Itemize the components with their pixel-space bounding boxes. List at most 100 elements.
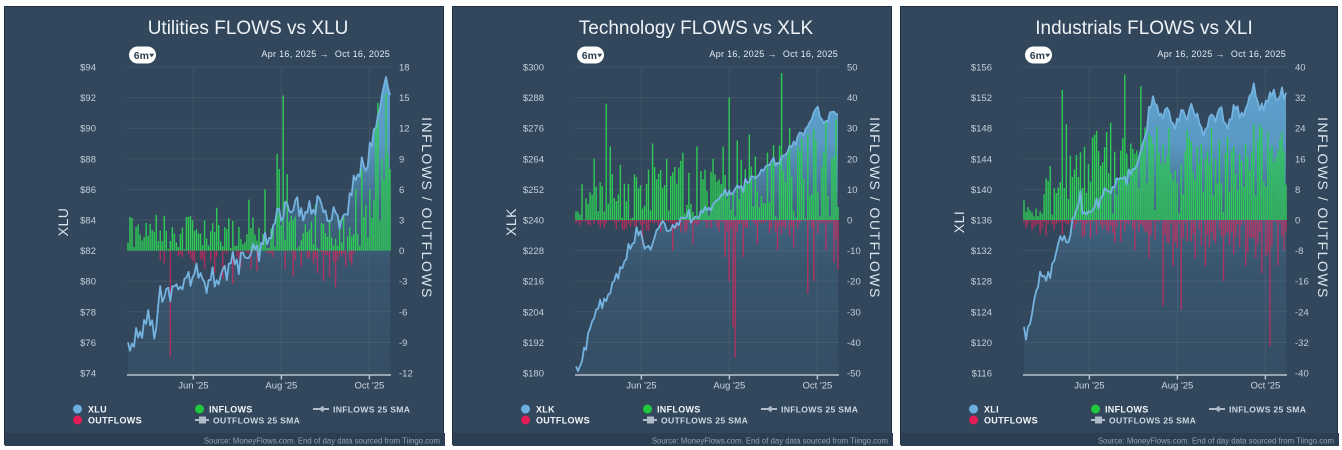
svg-text:OUTFLOWS 25 SMA: OUTFLOWS 25 SMA: [1109, 416, 1196, 426]
svg-text:$88: $88: [80, 154, 96, 165]
svg-text:$74: $74: [80, 369, 96, 380]
svg-text:$144: $144: [971, 154, 992, 165]
svg-text:$192: $192: [523, 338, 544, 349]
svg-text:$94: $94: [80, 63, 96, 74]
svg-text:XLK: XLK: [536, 405, 555, 415]
svg-text:INFLOWS: INFLOWS: [657, 405, 701, 415]
svg-text:$78: $78: [80, 307, 96, 318]
svg-text:0: 0: [1295, 216, 1300, 227]
svg-text:$128: $128: [971, 277, 992, 288]
svg-text:INFLOWS / OUTFLOWS: INFLOWS / OUTFLOWS: [1315, 117, 1331, 299]
svg-text:10: 10: [847, 185, 858, 196]
svg-text:→: →: [320, 49, 329, 59]
svg-text:18: 18: [399, 63, 410, 74]
svg-text:-16: -16: [1295, 277, 1309, 288]
svg-text:$156: $156: [971, 63, 992, 74]
svg-text:-40: -40: [1295, 369, 1309, 380]
svg-text:XLU: XLU: [88, 405, 107, 415]
svg-text:3: 3: [399, 216, 404, 227]
svg-text:XLK: XLK: [503, 208, 519, 236]
svg-text:INFLOWS 25 SMA: INFLOWS 25 SMA: [333, 405, 410, 415]
svg-text:Jun '25: Jun '25: [626, 381, 656, 392]
svg-text:$240: $240: [523, 216, 544, 227]
svg-text:INFLOWS: INFLOWS: [1105, 405, 1149, 415]
svg-text:Oct '25: Oct '25: [1250, 381, 1280, 392]
svg-text:$116: $116: [972, 369, 992, 380]
svg-text:OUTFLOWS: OUTFLOWS: [984, 416, 1038, 426]
svg-text:INFLOWS: INFLOWS: [209, 405, 253, 415]
svg-text:$288: $288: [523, 93, 544, 104]
svg-text:Aug '25: Aug '25: [1161, 381, 1193, 392]
svg-text:0: 0: [847, 216, 852, 227]
svg-text:15: 15: [399, 93, 410, 104]
svg-text:8: 8: [1295, 185, 1300, 196]
svg-text:6: 6: [399, 185, 404, 196]
svg-text:Utilities FLOWS vs XLU: Utilities FLOWS vs XLU: [148, 18, 349, 39]
svg-text:Oct 16, 2025: Oct 16, 2025: [1231, 49, 1286, 59]
svg-text:-32: -32: [1295, 338, 1309, 349]
svg-text:-24: -24: [1295, 307, 1309, 318]
svg-text:XLU: XLU: [55, 208, 71, 237]
svg-text:$84: $84: [80, 216, 96, 227]
svg-text:-6: -6: [399, 307, 407, 318]
svg-text:XLI: XLI: [951, 211, 967, 234]
svg-text:OUTFLOWS: OUTFLOWS: [536, 416, 590, 426]
svg-text:$216: $216: [523, 277, 544, 288]
svg-text:Jun '25: Jun '25: [178, 381, 208, 392]
svg-text:$120: $120: [971, 338, 992, 349]
svg-text:$152: $152: [971, 93, 992, 104]
svg-text:-12: -12: [399, 369, 413, 380]
svg-text:$124: $124: [971, 307, 992, 318]
svg-text:Aug '25: Aug '25: [713, 381, 745, 392]
svg-text:$228: $228: [523, 246, 544, 257]
svg-text:Apr 16, 2025: Apr 16, 2025: [261, 49, 316, 59]
svg-text:20: 20: [847, 154, 858, 165]
svg-text:$132: $132: [971, 246, 992, 257]
svg-text:Apr 16, 2025: Apr 16, 2025: [709, 49, 764, 59]
svg-text:6m: 6m: [1030, 50, 1045, 62]
svg-text:-9: -9: [399, 338, 407, 349]
svg-text:$136: $136: [971, 216, 992, 227]
svg-text:Aug '25: Aug '25: [265, 381, 297, 392]
svg-text:INFLOWS 25 SMA: INFLOWS 25 SMA: [781, 405, 858, 415]
svg-text:Industrials FLOWS vs XLI: Industrials FLOWS vs XLI: [1035, 18, 1253, 39]
svg-text:12: 12: [399, 124, 410, 135]
svg-text:INFLOWS 25 SMA: INFLOWS 25 SMA: [1229, 405, 1306, 415]
svg-text:Source: MoneyFlows.com. End of: Source: MoneyFlows.com. End of day data …: [652, 437, 888, 446]
svg-text:40: 40: [847, 93, 858, 104]
svg-text:16: 16: [1295, 154, 1306, 165]
svg-text:-40: -40: [847, 338, 861, 349]
svg-text:$276: $276: [523, 124, 544, 135]
svg-text:40: 40: [1295, 63, 1306, 74]
svg-text:OUTFLOWS 25 SMA: OUTFLOWS 25 SMA: [213, 416, 300, 426]
svg-text:$140: $140: [971, 185, 992, 196]
svg-text:Apr 16, 2025: Apr 16, 2025: [1157, 49, 1212, 59]
svg-text:6m: 6m: [582, 50, 597, 62]
svg-text:-50: -50: [847, 369, 861, 380]
svg-text:$80: $80: [80, 277, 96, 288]
svg-text:$90: $90: [80, 124, 96, 135]
svg-text:→: →: [1216, 49, 1225, 59]
svg-text:0: 0: [399, 246, 404, 257]
svg-text:6m: 6m: [134, 50, 149, 62]
svg-text:INFLOWS / OUTFLOWS: INFLOWS / OUTFLOWS: [419, 117, 435, 299]
svg-text:$92: $92: [80, 93, 96, 104]
svg-text:$264: $264: [523, 154, 544, 165]
svg-text:INFLOWS / OUTFLOWS: INFLOWS / OUTFLOWS: [867, 117, 883, 299]
svg-text:-30: -30: [847, 307, 861, 318]
svg-text:XLI: XLI: [984, 405, 999, 415]
svg-text:-10: -10: [847, 246, 861, 257]
svg-text:$86: $86: [80, 185, 96, 196]
svg-text:$148: $148: [971, 124, 992, 135]
svg-text:Jun '25: Jun '25: [1074, 381, 1104, 392]
svg-text:30: 30: [847, 124, 858, 135]
svg-text:$252: $252: [523, 185, 544, 196]
svg-text:Oct '25: Oct '25: [802, 381, 832, 392]
svg-text:32: 32: [1295, 93, 1306, 104]
svg-text:Oct '25: Oct '25: [354, 381, 384, 392]
svg-text:24: 24: [1295, 124, 1306, 135]
svg-text:$76: $76: [80, 338, 96, 349]
svg-text:Source: MoneyFlows.com. End of: Source: MoneyFlows.com. End of day data …: [204, 437, 440, 446]
svg-text:50: 50: [847, 63, 858, 74]
svg-text:$180: $180: [523, 369, 544, 380]
